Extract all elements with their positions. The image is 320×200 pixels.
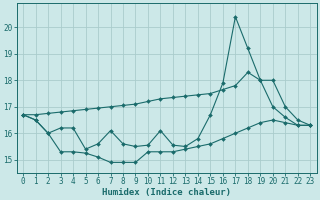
X-axis label: Humidex (Indice chaleur): Humidex (Indice chaleur)	[102, 188, 231, 197]
